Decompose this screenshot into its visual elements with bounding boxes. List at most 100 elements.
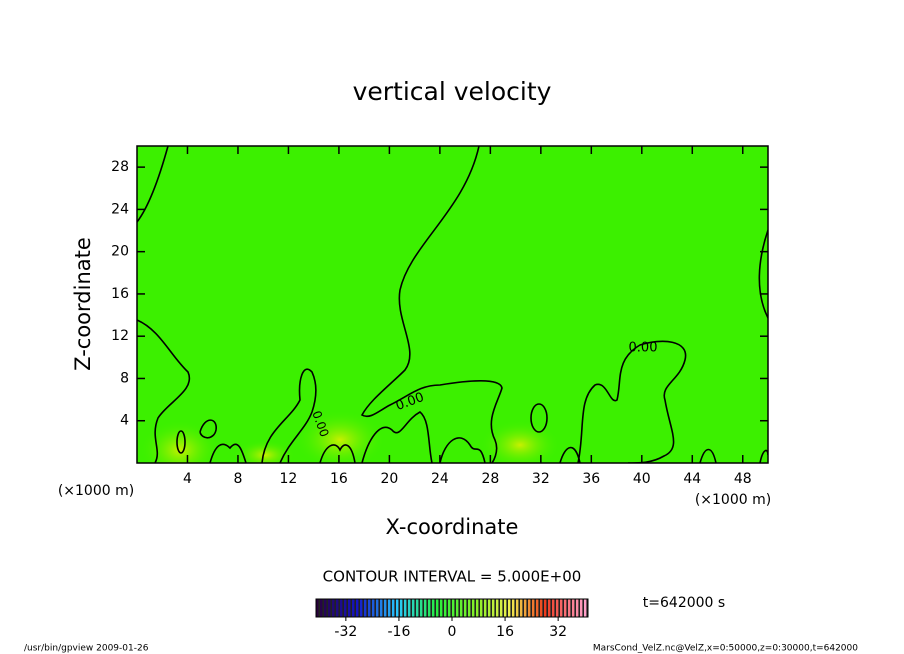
colorbar-tick-label: 32 bbox=[549, 624, 567, 640]
colorbar-swatch bbox=[572, 599, 575, 617]
colorbar-swatch bbox=[456, 599, 459, 617]
y-tick-label: 4 bbox=[120, 413, 129, 429]
colorbar-swatch bbox=[524, 599, 527, 617]
footer-right: MarsCond_VelZ.nc@VelZ,x=0:50000,z=0:3000… bbox=[593, 644, 858, 654]
colorbar-swatch bbox=[584, 599, 587, 617]
colorbar-swatch bbox=[476, 599, 479, 617]
colorbar-tick-label: 0 bbox=[448, 624, 457, 640]
x-tick-label: 8 bbox=[233, 471, 242, 487]
x-tick-label: 48 bbox=[734, 471, 752, 487]
y-tick-label: 28 bbox=[111, 159, 129, 175]
colorbar-swatch bbox=[504, 599, 507, 617]
colorbar-swatch bbox=[440, 599, 443, 617]
x-unit-label: (×1000 m) bbox=[695, 492, 771, 508]
colorbar-swatch bbox=[516, 599, 519, 617]
colorbar-swatch bbox=[492, 599, 495, 617]
colorbar-swatch bbox=[576, 599, 579, 617]
y-tick-label: 20 bbox=[111, 244, 129, 260]
x-tick-label: 32 bbox=[532, 471, 550, 487]
colorbar-swatch bbox=[348, 599, 351, 617]
contour-label: 0.00 bbox=[629, 341, 658, 356]
colorbar-swatch bbox=[444, 599, 447, 617]
x-tick-label: 20 bbox=[380, 471, 398, 487]
colorbar-swatch bbox=[464, 599, 467, 617]
colorbar-swatch bbox=[496, 599, 499, 617]
y-tick-label: 8 bbox=[120, 370, 129, 386]
y-tick-label: 24 bbox=[111, 201, 129, 217]
colorbar-swatch bbox=[352, 599, 355, 617]
colorbar-swatch bbox=[380, 599, 383, 617]
colorbar-swatch bbox=[344, 599, 347, 617]
colorbar-swatch bbox=[568, 599, 571, 617]
chart-title: vertical velocity bbox=[353, 77, 552, 106]
colorbar-swatch bbox=[556, 599, 559, 617]
colorbar-swatch bbox=[500, 599, 503, 617]
colorbar-swatch bbox=[436, 599, 439, 617]
colorbar-swatch bbox=[564, 599, 567, 617]
colorbar-swatch bbox=[316, 599, 319, 617]
colorbar-swatch bbox=[460, 599, 463, 617]
colorbar-swatch bbox=[412, 599, 415, 617]
colorbar-swatch bbox=[356, 599, 359, 617]
x-tick-label: 36 bbox=[582, 471, 600, 487]
colorbar-swatch bbox=[532, 599, 535, 617]
y-tick-label: 16 bbox=[111, 286, 129, 302]
x-tick-label: 40 bbox=[633, 471, 651, 487]
plot-frame bbox=[136, 145, 769, 464]
colorbar-swatch bbox=[320, 599, 323, 617]
colorbar-tick-label: -16 bbox=[387, 624, 410, 640]
colorbar-swatch bbox=[416, 599, 419, 617]
colorbar-swatch bbox=[396, 599, 399, 617]
contour-interval: CONTOUR INTERVAL = 5.000E+00 bbox=[323, 568, 582, 586]
colorbar-swatch bbox=[448, 599, 451, 617]
colorbar-swatch bbox=[424, 599, 427, 617]
colorbar-tick-label: -32 bbox=[334, 624, 357, 640]
x-tick-label: 16 bbox=[330, 471, 348, 487]
colorbar-swatch bbox=[368, 599, 371, 617]
footer-left: /usr/bin/gpview 2009-01-26 bbox=[24, 644, 149, 654]
x-tick-label: 44 bbox=[683, 471, 701, 487]
x-axis-label: X-coordinate bbox=[386, 515, 519, 539]
colorbar-swatch bbox=[420, 599, 423, 617]
time-label: t=642000 s bbox=[643, 595, 725, 611]
colorbar-swatch bbox=[540, 599, 543, 617]
x-tick-label: 4 bbox=[183, 471, 192, 487]
colorbar-swatch bbox=[392, 599, 395, 617]
x-tick-label: 28 bbox=[481, 471, 499, 487]
x-unit-label: (×1000 m) bbox=[58, 483, 134, 499]
field-background bbox=[137, 146, 768, 463]
colorbar-swatch bbox=[432, 599, 435, 617]
colorbar-swatch bbox=[528, 599, 531, 617]
colorbar-swatch bbox=[508, 599, 511, 617]
colorbar-swatch bbox=[400, 599, 403, 617]
colorbar-swatch bbox=[408, 599, 411, 617]
colorbar-swatch bbox=[580, 599, 583, 617]
colorbar-swatch bbox=[376, 599, 379, 617]
colorbar-swatch bbox=[452, 599, 455, 617]
colorbar-swatch bbox=[548, 599, 551, 617]
colorbar-swatch bbox=[364, 599, 367, 617]
colorbar-swatch bbox=[472, 599, 475, 617]
colorbar-swatch bbox=[520, 599, 523, 617]
colorbar-swatch bbox=[372, 599, 375, 617]
colorbar-tick-label: 16 bbox=[496, 624, 514, 640]
colorbar-swatch bbox=[324, 599, 327, 617]
colorbar-swatch bbox=[488, 599, 491, 617]
colorbar-swatch bbox=[360, 599, 363, 617]
colorbar: -32 -16 0 16 32 bbox=[315, 598, 589, 640]
x-tick-label: 12 bbox=[280, 471, 298, 487]
colorbar-swatch bbox=[384, 599, 387, 617]
colorbar-swatch bbox=[388, 599, 391, 617]
colorbar-swatch bbox=[468, 599, 471, 617]
colorbar-swatch bbox=[544, 599, 547, 617]
x-tick-label: 24 bbox=[431, 471, 449, 487]
colorbar-swatch bbox=[480, 599, 483, 617]
y-axis-label: Z-coordinate bbox=[71, 237, 95, 371]
colorbar-swatch bbox=[428, 599, 431, 617]
colorbar-swatch bbox=[404, 599, 407, 617]
contours bbox=[137, 146, 768, 463]
colorbar-swatch bbox=[552, 599, 555, 617]
colorbar-swatch bbox=[560, 599, 563, 617]
colorbar-swatch bbox=[340, 599, 343, 617]
